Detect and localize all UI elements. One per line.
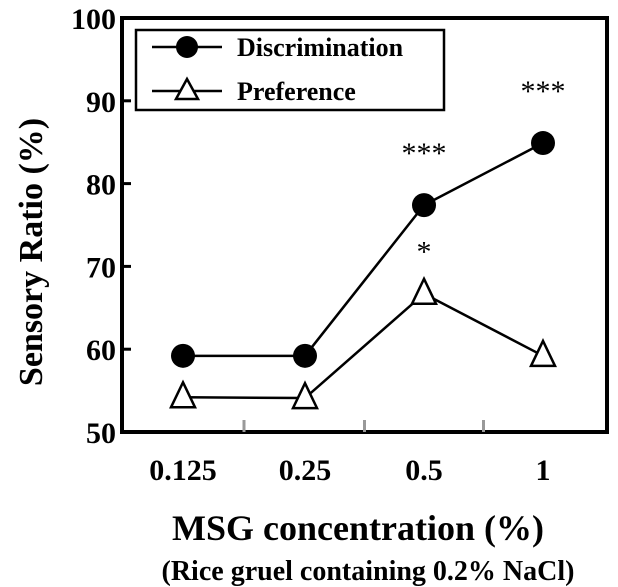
series-line-discrimination [183, 141, 544, 358]
data-point-discrimination-0.125 [171, 343, 195, 368]
x-axis-subtitle: (Rice gruel containing 0.2% NaCl) [162, 556, 575, 587]
data-point-preference-1 [529, 338, 557, 368]
legend: Discrimination Preference [134, 28, 446, 112]
y-tick-label-70: 70 [86, 251, 116, 284]
data-point-discrimination-1 [531, 131, 555, 156]
x-axis-title: MSG concentration (%) [172, 508, 544, 548]
y-tick-label-90: 90 [86, 86, 116, 119]
x-tick-label-0.125: 0.125 [149, 454, 217, 487]
legend-marker-discrimination [176, 36, 198, 58]
data-point-preference-0.5 [410, 275, 438, 306]
significance-marker: *** [402, 137, 447, 170]
legend-label-preference: Preference [237, 77, 356, 106]
legend-marker-preference [173, 76, 201, 101]
y-tick-label-100: 100 [71, 3, 116, 36]
x-tick-label-1: 1 [536, 454, 551, 487]
y-tick-label-60: 60 [86, 334, 116, 367]
x-tick-label-0.25: 0.25 [279, 454, 332, 487]
significance-marker: *** [521, 75, 566, 108]
data-point-discrimination-0.25 [293, 343, 317, 368]
data-point-discrimination-0.5 [412, 193, 436, 218]
x-tick-label-0.5: 0.5 [405, 454, 443, 487]
significance-marker: * [417, 236, 432, 269]
y-tick-label-50: 50 [86, 417, 116, 450]
data-point-preference-0.125 [169, 379, 197, 409]
y-axis-title: Sensory Ratio (%) [13, 118, 50, 386]
y-tick-label-80: 80 [86, 169, 116, 202]
data-point-preference-0.25 [291, 380, 319, 410]
series-line-preference [182, 292, 544, 400]
legend-label-discrimination: Discrimination [237, 33, 404, 62]
